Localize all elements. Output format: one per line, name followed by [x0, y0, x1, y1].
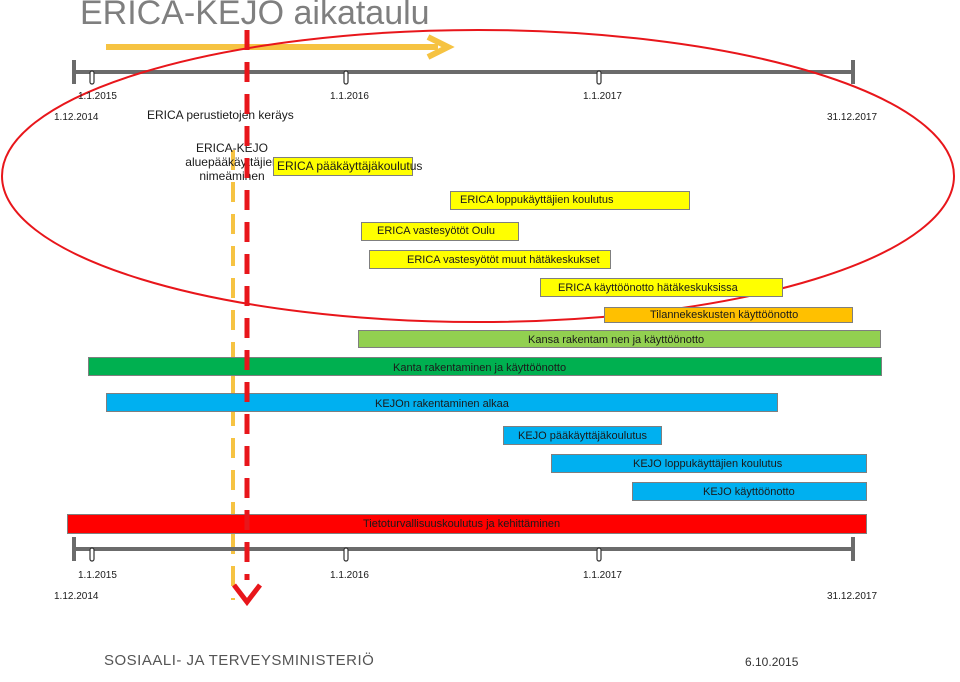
task-label-kansa-rakentaminen: Kansa rakentam nen ja käyttöönotto [528, 334, 705, 346]
top-year-label-2016: 1.1.2016 [330, 91, 369, 102]
bottom-start-label: 1.12.2014 [54, 591, 99, 602]
task-bar-erica-vastesyotot-muut [369, 250, 611, 269]
bottom-year-markers [89, 547, 602, 562]
task-bar-tilannekeskusten-kayttoonotto [604, 307, 853, 323]
task-label-kejo-kayttoonotto: KEJO käyttöönotto [703, 486, 795, 498]
task-bar-kejo-loppukayttajien-koulutus [551, 454, 867, 473]
task-label-tilannekeskusten-kayttoonotto: Tilannekeskusten käyttöönotto [650, 309, 799, 321]
task-label-erica-paakayttajakoulutus: ERICA pääkäyttäjäkoulutus [277, 159, 423, 173]
task-bar-erica-loppukayttajien-koulutus [450, 191, 690, 210]
task-label-kejon-rakentaminen: KEJOn rakentaminen alkaa [375, 398, 509, 410]
bottom-year-label-2016: 1.1.2016 [330, 570, 369, 581]
footer-organization: SOSIAALI- JA TERVEYSMINISTERIÖ [104, 652, 375, 669]
task-bar-kanta-rakentaminen [88, 357, 882, 376]
top-year-markers [89, 70, 602, 85]
yellow-arrow-head [426, 34, 455, 60]
page-title: ERICA-KEJO aikataulu [80, 0, 430, 32]
task-bar-tietoturvallisuuskoulutus [67, 514, 867, 534]
top-year-label-2017: 1.1.2017 [583, 91, 622, 102]
task-label-erica-kayttoonotto: ERICA käyttöönotto hätäkeskuksissa [558, 282, 738, 294]
task-label-kanta-rakentaminen: Kanta rakentaminen ja käyttöönotto [393, 362, 567, 374]
task-bar-erica-paakayttajakoulutus [273, 157, 413, 176]
task-label-erica-vastesyotot-oulu: ERICA vastesyötöt Oulu [377, 225, 495, 237]
bottom-end-label: 31.12.2017 [827, 591, 878, 602]
bottom-year-label-2017: 1.1.2017 [583, 570, 622, 581]
task-label-kejo-loppukayttajien-koulutus: KEJO loppukäyttäjien koulutus [633, 458, 783, 470]
erica-collection-label: ERICA perustietojen keräys [147, 108, 294, 122]
task-label-erica-loppukayttajien-koulutus: ERICA loppukäyttäjien koulutus [460, 194, 614, 206]
task-label-tietoturvallisuuskoulutus: Tietoturvallisuuskoulutus ja kehittämine… [363, 518, 561, 530]
task-bar-kansa-rakentaminen [358, 330, 881, 348]
task-label-kejo-paakayttajakoulutus: KEJO pääkäyttäjäkoulutus [518, 430, 648, 442]
footer-date: 6.10.2015 [745, 655, 799, 669]
bottom-year-label-2015: 1.1.2015 [78, 570, 117, 581]
task-bar-kejo-kayttoonotto [632, 482, 867, 501]
erica-group-ellipse [1, 29, 955, 323]
top-start-label: 1.12.2014 [54, 112, 99, 123]
task-bar-erica-vastesyotot-oulu [361, 222, 519, 241]
top-year-label-2015: 1.1.2015 [78, 91, 117, 102]
task-bar-kejon-rakentaminen [106, 393, 778, 412]
task-label-erica-vastesyotot-muut: ERICA vastesyötöt muut hätäkeskukset [407, 254, 600, 266]
task-bar-erica-kayttoonotto [540, 278, 783, 297]
top-end-label: 31.12.2017 [827, 112, 878, 123]
task-bar-kejo-paakayttajakoulutus [503, 426, 662, 445]
